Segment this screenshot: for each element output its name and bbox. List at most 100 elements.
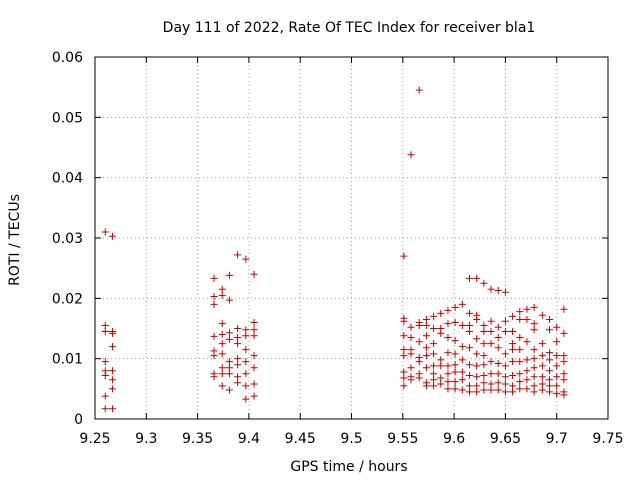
data-point (546, 382, 554, 390)
data-point (101, 321, 109, 329)
data-point (400, 382, 408, 390)
data-point (480, 328, 488, 336)
data-point (225, 370, 233, 378)
data-point (444, 320, 452, 328)
data-point (480, 340, 488, 348)
data-point (530, 364, 538, 372)
data-point (538, 380, 546, 388)
x-axis-label: GPS time / hours (290, 459, 407, 475)
data-point (422, 352, 430, 360)
data-point (430, 325, 438, 332)
data-point (465, 388, 473, 396)
data-point (473, 382, 481, 390)
data-point (422, 321, 430, 329)
data-point (451, 318, 459, 326)
data-point (494, 386, 502, 394)
data-point (225, 329, 233, 337)
data-point (501, 380, 509, 388)
data-point (218, 291, 226, 299)
data-point (108, 376, 116, 384)
data-point (108, 232, 116, 240)
data-point (473, 315, 481, 323)
data-point (487, 370, 495, 378)
data-point (560, 329, 568, 337)
data-point (473, 274, 481, 282)
data-point (473, 350, 481, 358)
data-point (444, 385, 452, 393)
data-point (234, 334, 242, 342)
data-point (430, 382, 438, 390)
data-point (210, 332, 218, 340)
data-point (400, 374, 408, 382)
data-point (422, 344, 430, 352)
data-point (538, 352, 546, 360)
data-point (400, 352, 408, 360)
data-point (101, 372, 109, 380)
data-point (538, 340, 546, 348)
data-point (437, 362, 445, 370)
data-point (430, 370, 438, 378)
data-point (242, 332, 250, 340)
data-point (451, 337, 459, 345)
data-point (101, 392, 109, 400)
data-point (509, 382, 517, 390)
data-point (516, 315, 524, 323)
x-tick-label: 9.4 (238, 431, 260, 447)
data-point (465, 344, 473, 352)
data-point (487, 317, 495, 325)
data-point (465, 274, 473, 282)
data-point (422, 332, 430, 340)
data-point (553, 382, 561, 390)
data-point (530, 355, 538, 363)
data-point (458, 376, 466, 384)
data-point (465, 321, 473, 329)
data-point (430, 362, 438, 370)
data-point (487, 380, 495, 388)
y-tick-label: 0.04 (52, 171, 83, 187)
data-point (444, 362, 452, 370)
data-point (451, 361, 459, 369)
data-point (451, 368, 459, 376)
data-point (101, 328, 109, 336)
data-point (530, 303, 538, 311)
data-point (523, 356, 531, 364)
data-point (407, 376, 415, 384)
data-point (494, 379, 502, 387)
data-point (501, 317, 509, 325)
data-point (430, 312, 438, 320)
data-point (465, 382, 473, 390)
data-point (538, 386, 546, 394)
data-point (234, 325, 242, 332)
data-point (480, 361, 488, 369)
x-tick-label: 9.45 (285, 431, 316, 447)
data-point (218, 382, 226, 390)
data-point (560, 391, 568, 399)
data-point (210, 352, 218, 360)
data-point (553, 338, 561, 346)
data-point (422, 315, 430, 323)
data-point (487, 358, 495, 366)
data-point (242, 326, 250, 334)
data-point (560, 376, 568, 384)
data-point (546, 367, 554, 375)
data-point (509, 388, 517, 396)
data-point (210, 300, 218, 308)
y-tick-labels: 0 0.01 0.02 0.03 0.04 0.05 0.06 (52, 50, 83, 428)
data-point (473, 362, 481, 370)
y-tick-label: 0.03 (52, 231, 83, 247)
data-point (451, 303, 459, 311)
data-point (560, 305, 568, 313)
data-point (465, 309, 473, 317)
data-point (451, 350, 459, 358)
data-point (415, 374, 423, 382)
data-point (242, 395, 250, 403)
data-point (400, 317, 408, 325)
data-point (407, 334, 415, 342)
data-point (225, 271, 233, 279)
data-point (234, 355, 242, 363)
data-point (530, 382, 538, 390)
data-point (250, 380, 258, 388)
data-point (218, 285, 226, 293)
data-point (473, 388, 481, 396)
